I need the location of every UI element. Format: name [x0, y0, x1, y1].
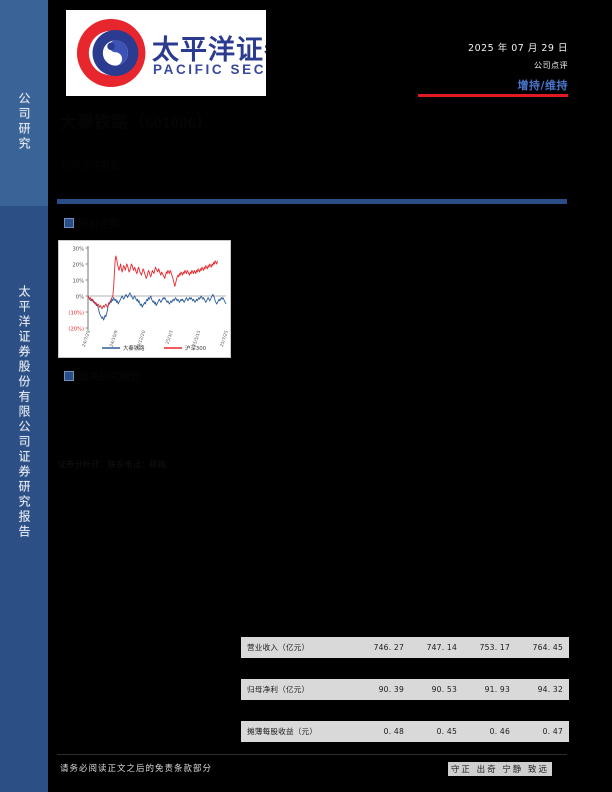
svg-text:20%: 20%	[72, 262, 84, 268]
svg-text:25/3/3: 25/3/3	[165, 330, 175, 345]
table-row-label: 摊薄每股收益（元）	[241, 721, 357, 742]
section-bullet-icon	[64, 218, 74, 228]
footer-slogan: 守正 出奇 宁静 致远	[447, 762, 552, 776]
logo-chinese-name: 太平洋证券	[152, 35, 266, 66]
financial-forecast-table: 营业收入（亿元） 746. 27 747. 14 753. 17 764. 45 归母净利…	[241, 637, 569, 742]
sidebar-label-firm-report: 太平洋证券股份有限公司证券研究报告	[17, 284, 31, 540]
section-heading-2: 相关研究报告	[78, 372, 141, 383]
svg-text:(20%): (20%)	[68, 326, 84, 332]
table-row-label: 归母净利（亿元）	[241, 679, 357, 700]
table-row: 归母净利（亿元） 90. 39 90. 53 91. 93 94. 32	[241, 679, 569, 700]
section-heading-1: 股价走势	[78, 219, 120, 230]
rating-badge: 增持/维持	[517, 79, 568, 92]
svg-text:大秦铁路: 大秦铁路	[123, 344, 145, 352]
table-cell-value: 91. 93	[463, 679, 516, 700]
report-type: 公司点评	[534, 61, 568, 70]
table-row-label: 营业收入（亿元）	[241, 637, 357, 658]
footer-disclaimer: 请务必阅读正文之后的免责条款部分	[60, 764, 213, 774]
logo-english-name: PACIFIC SECURITIES	[153, 62, 266, 77]
stock-performance-chart: 30% 20% 10% 0% (10%) (20%) 24/7/29 24/10/9 24/12…	[58, 240, 231, 358]
report-meta: 2025 年 07 月 29 日 公司点评 增持/维持	[308, 40, 568, 93]
svg-text:24/12/20: 24/12/20	[135, 330, 147, 351]
section-bullet-icon-2	[64, 371, 74, 381]
header-blue-divider	[57, 199, 567, 204]
table-cell-value: 753. 17	[463, 637, 516, 658]
sidebar-top-band	[0, 0, 48, 206]
table-row: 摊薄每股收益（元） 0. 48 0. 45 0. 46 0. 47	[241, 721, 569, 742]
table-cell-value: 0. 45	[410, 721, 463, 742]
svg-text:24/10/9: 24/10/9	[109, 330, 120, 348]
svg-text:30%: 30%	[72, 246, 84, 252]
page-title: 大秦铁路（601006）	[60, 113, 213, 132]
svg-text:25/5/15: 25/5/15	[191, 330, 202, 348]
header-red-rule	[418, 94, 568, 97]
table-cell-value: 747. 14	[410, 637, 463, 658]
table-row-spacer	[241, 658, 569, 679]
svg-text:24/7/29: 24/7/29	[81, 330, 92, 348]
table-cell-value: 90. 39	[357, 679, 410, 700]
table-cell-value: 90. 53	[410, 679, 463, 700]
svg-text:10%: 10%	[72, 278, 84, 284]
table-cell-value: 94. 32	[516, 679, 569, 700]
analyst-note: 证券分析师：联系电话：邮箱：	[58, 460, 175, 469]
chart-canvas: 30% 20% 10% 0% (10%) (20%)24/7/29 24/10/9 24/12…	[58, 240, 231, 358]
sidebar-label-company-research: 公司研究	[17, 92, 31, 152]
logo-swirl-icon	[76, 18, 146, 88]
table-row: 营业收入（亿元） 746. 27 747. 14 753. 17 764. 45	[241, 637, 569, 658]
svg-text:沪深300: 沪深300	[185, 344, 207, 352]
table-cell-value: 746. 27	[357, 637, 410, 658]
table-cell-value: 764. 45	[516, 637, 569, 658]
report-date: 2025 年 07 月 29 日	[468, 43, 568, 54]
table-row-spacer	[241, 700, 569, 721]
svg-text:(10%): (10%)	[68, 310, 84, 316]
page-subtitle: 公司点评报告	[60, 161, 120, 172]
svg-text:25/7/25: 25/7/25	[219, 330, 230, 348]
pacific-securities-logo: 太平洋证券 PACIFIC SECURITIES	[66, 10, 266, 96]
table-cell-value: 0. 46	[463, 721, 516, 742]
sidebar-bottom-band	[0, 206, 48, 792]
svg-text:0%: 0%	[76, 294, 84, 300]
table-cell-value: 0. 48	[357, 721, 410, 742]
footer-rule	[57, 754, 567, 755]
table-cell-value: 0. 47	[516, 721, 569, 742]
